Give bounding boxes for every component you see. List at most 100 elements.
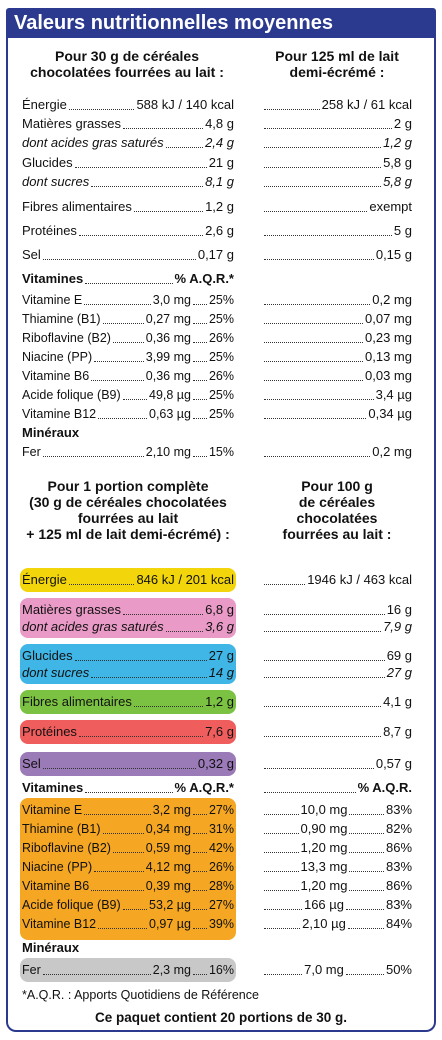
label-fer: Fer bbox=[22, 963, 41, 977]
header-per-100g: Pour 100 g de céréales chocolatées fourr… bbox=[262, 478, 412, 542]
label-thiamine: Thiamine (B1) bbox=[22, 312, 101, 326]
pct-riboflavine-100g: 86% bbox=[385, 840, 412, 855]
label-mineraux: Minéraux bbox=[22, 425, 80, 440]
value-proteines: 2,6 g bbox=[205, 223, 234, 238]
value-riboflavine-100g: 1,20 mg bbox=[300, 840, 348, 855]
label-vitamine-e: Vitamine E bbox=[22, 803, 83, 817]
value-acide-folique-100g: 166 µg bbox=[303, 897, 344, 912]
value-fer-100g: 7,0 mg bbox=[304, 962, 344, 977]
value-ags-portion: 3,6 g bbox=[205, 619, 234, 634]
pct-vitamine-b6: 26% bbox=[208, 369, 234, 383]
value-energie: 588 kJ / 140 kcal bbox=[136, 97, 234, 112]
pill-fibres bbox=[20, 690, 236, 714]
value-sucres: 8,1 g bbox=[205, 174, 234, 189]
label-proteines: Protéines bbox=[22, 223, 77, 238]
pill-energie bbox=[20, 568, 236, 592]
header-per-30g: Pour 30 g de céréales chocolatées fourré… bbox=[22, 48, 232, 80]
pct-fer-100g: 50% bbox=[385, 962, 412, 977]
pct-acide-folique-100g: 83% bbox=[385, 897, 412, 912]
value-vitamine-e-100g: 10,0 mg bbox=[300, 802, 348, 817]
pct-thiamine-100g: 82% bbox=[385, 821, 412, 836]
pct-fer-portion: 16% bbox=[208, 963, 234, 977]
value-glucides: 21 g bbox=[208, 155, 234, 170]
label-niacine: Niacine (PP) bbox=[22, 350, 93, 364]
value-fer: 2,10 mg bbox=[145, 445, 191, 459]
pct-niacine: 25% bbox=[208, 350, 234, 364]
value-vitamine-e: 3,0 mg bbox=[152, 293, 191, 307]
value-glucides-100g: 69 g bbox=[386, 648, 412, 663]
pct-acide-folique: 25% bbox=[208, 388, 234, 402]
value-vitamine-b12-lait: 0,34 µg bbox=[368, 406, 412, 421]
value-matieres-grasses-lait: 2 g bbox=[393, 116, 412, 131]
label-matieres-grasses: Matières grasses bbox=[22, 602, 121, 617]
value-fibres-100g: 4,1 g bbox=[383, 694, 412, 709]
value-sucres-lait: 5,8 g bbox=[383, 174, 412, 189]
pct-thiamine-portion: 31% bbox=[208, 822, 234, 836]
label-riboflavine: Riboflavine (B2) bbox=[22, 841, 111, 855]
portions-note: Ce paquet contient 20 portions de 30 g. bbox=[94, 1010, 348, 1025]
pct-vitamine-e-portion: 27% bbox=[208, 803, 234, 817]
header-line: fourrées au lait bbox=[77, 510, 179, 526]
pct-riboflavine-portion: 42% bbox=[208, 841, 234, 855]
label-aqr: % A.Q.R.* bbox=[174, 271, 234, 286]
value-acide-folique-portion: 53,2 µg bbox=[149, 898, 191, 912]
value-sel-portion: 0,32 g bbox=[197, 756, 234, 771]
header-line: fourrées au lait : bbox=[282, 526, 392, 542]
aqr-footnote: *A.Q.R. : Apports Quotidiens de Référenc… bbox=[22, 988, 259, 1002]
label-vitamines: Vitamines bbox=[22, 780, 84, 795]
pct-riboflavine: 26% bbox=[208, 331, 234, 345]
label-fer: Fer bbox=[22, 445, 41, 459]
value-vitamine-b12: 0,63 µg bbox=[149, 407, 191, 421]
value-mg-portion: 6,8 g bbox=[205, 602, 234, 617]
value-fibres-lait: exempt bbox=[369, 199, 412, 214]
pct-fer: 15% bbox=[208, 445, 234, 459]
value-proteines-lait: 5 g bbox=[393, 223, 412, 238]
pct-vitamine-b12-100g: 84% bbox=[385, 916, 412, 931]
value-energie-portion: 846 kJ / 201 kcal bbox=[136, 572, 234, 587]
pct-vitamine-b12: 25% bbox=[208, 407, 234, 421]
value-thiamine-lait: 0,07 mg bbox=[365, 311, 412, 326]
label-energie: Énergie bbox=[22, 572, 67, 587]
header-line: de céréales bbox=[298, 494, 376, 510]
label-sucres: dont sucres bbox=[22, 174, 90, 189]
value-sel-100g: 0,57 g bbox=[375, 756, 412, 771]
header-line: chocolatées bbox=[296, 510, 378, 526]
value-sel: 0,17 g bbox=[197, 247, 234, 262]
label-acides-gras: dont acides gras saturés bbox=[22, 135, 164, 150]
value-vitamine-e-lait: 0,2 mg bbox=[372, 292, 412, 307]
value-acides-gras: 2,4 g bbox=[205, 135, 234, 150]
value-vitamine-b6: 0,36 mg bbox=[145, 369, 191, 383]
pill-vitamines bbox=[20, 798, 236, 940]
value-vitamine-b6-portion: 0,39 mg bbox=[145, 879, 191, 893]
value-fibres-portion: 1,2 g bbox=[205, 694, 234, 709]
value-sucres-portion: 14 g bbox=[208, 665, 234, 680]
pill-mineraux bbox=[20, 958, 236, 982]
label-niacine: Niacine (PP) bbox=[22, 860, 93, 874]
header-line: Pour 125 ml de lait bbox=[275, 48, 399, 64]
pill-sel bbox=[20, 752, 236, 776]
value-vitamine-e-portion: 3,2 mg bbox=[152, 803, 191, 817]
pct-niacine-100g: 83% bbox=[385, 859, 412, 874]
value-sel-lait: 0,15 g bbox=[375, 247, 412, 262]
header-line: chocolatées fourrées au lait : bbox=[30, 64, 224, 80]
pct-niacine-portion: 26% bbox=[208, 860, 234, 874]
pct-vitamine-e-100g: 83% bbox=[385, 802, 412, 817]
value-proteines-100g: 8,7 g bbox=[383, 724, 412, 739]
value-niacine: 3,99 mg bbox=[145, 350, 191, 364]
label-vitamines: Vitamines bbox=[22, 271, 84, 286]
label-acide-folique: Acide folique (B9) bbox=[22, 898, 121, 912]
value-thiamine-portion: 0,34 mg bbox=[145, 822, 191, 836]
value-niacine-portion: 4,12 mg bbox=[145, 860, 191, 874]
pct-vitamine-b12-portion: 39% bbox=[208, 917, 234, 931]
value-vitamine-b12-portion: 0,97 µg bbox=[149, 917, 191, 931]
value-vitamine-b6-lait: 0,03 mg bbox=[365, 368, 412, 383]
value-fer-lait: 0,2 mg bbox=[372, 444, 412, 459]
value-energie-100g: 1946 kJ / 463 kcal bbox=[307, 572, 412, 587]
label-sucres: dont sucres bbox=[22, 665, 90, 680]
value-riboflavine: 0,36 mg bbox=[145, 331, 191, 345]
value-acides-gras-lait: 1,2 g bbox=[383, 135, 412, 150]
value-acide-folique-lait: 3,4 µg bbox=[375, 387, 412, 402]
header-line: + 125 ml de lait demi-écrémé) : bbox=[26, 526, 230, 542]
label-matieres-grasses: Matières grasses bbox=[22, 116, 121, 131]
label-mineraux: Minéraux bbox=[22, 940, 80, 955]
